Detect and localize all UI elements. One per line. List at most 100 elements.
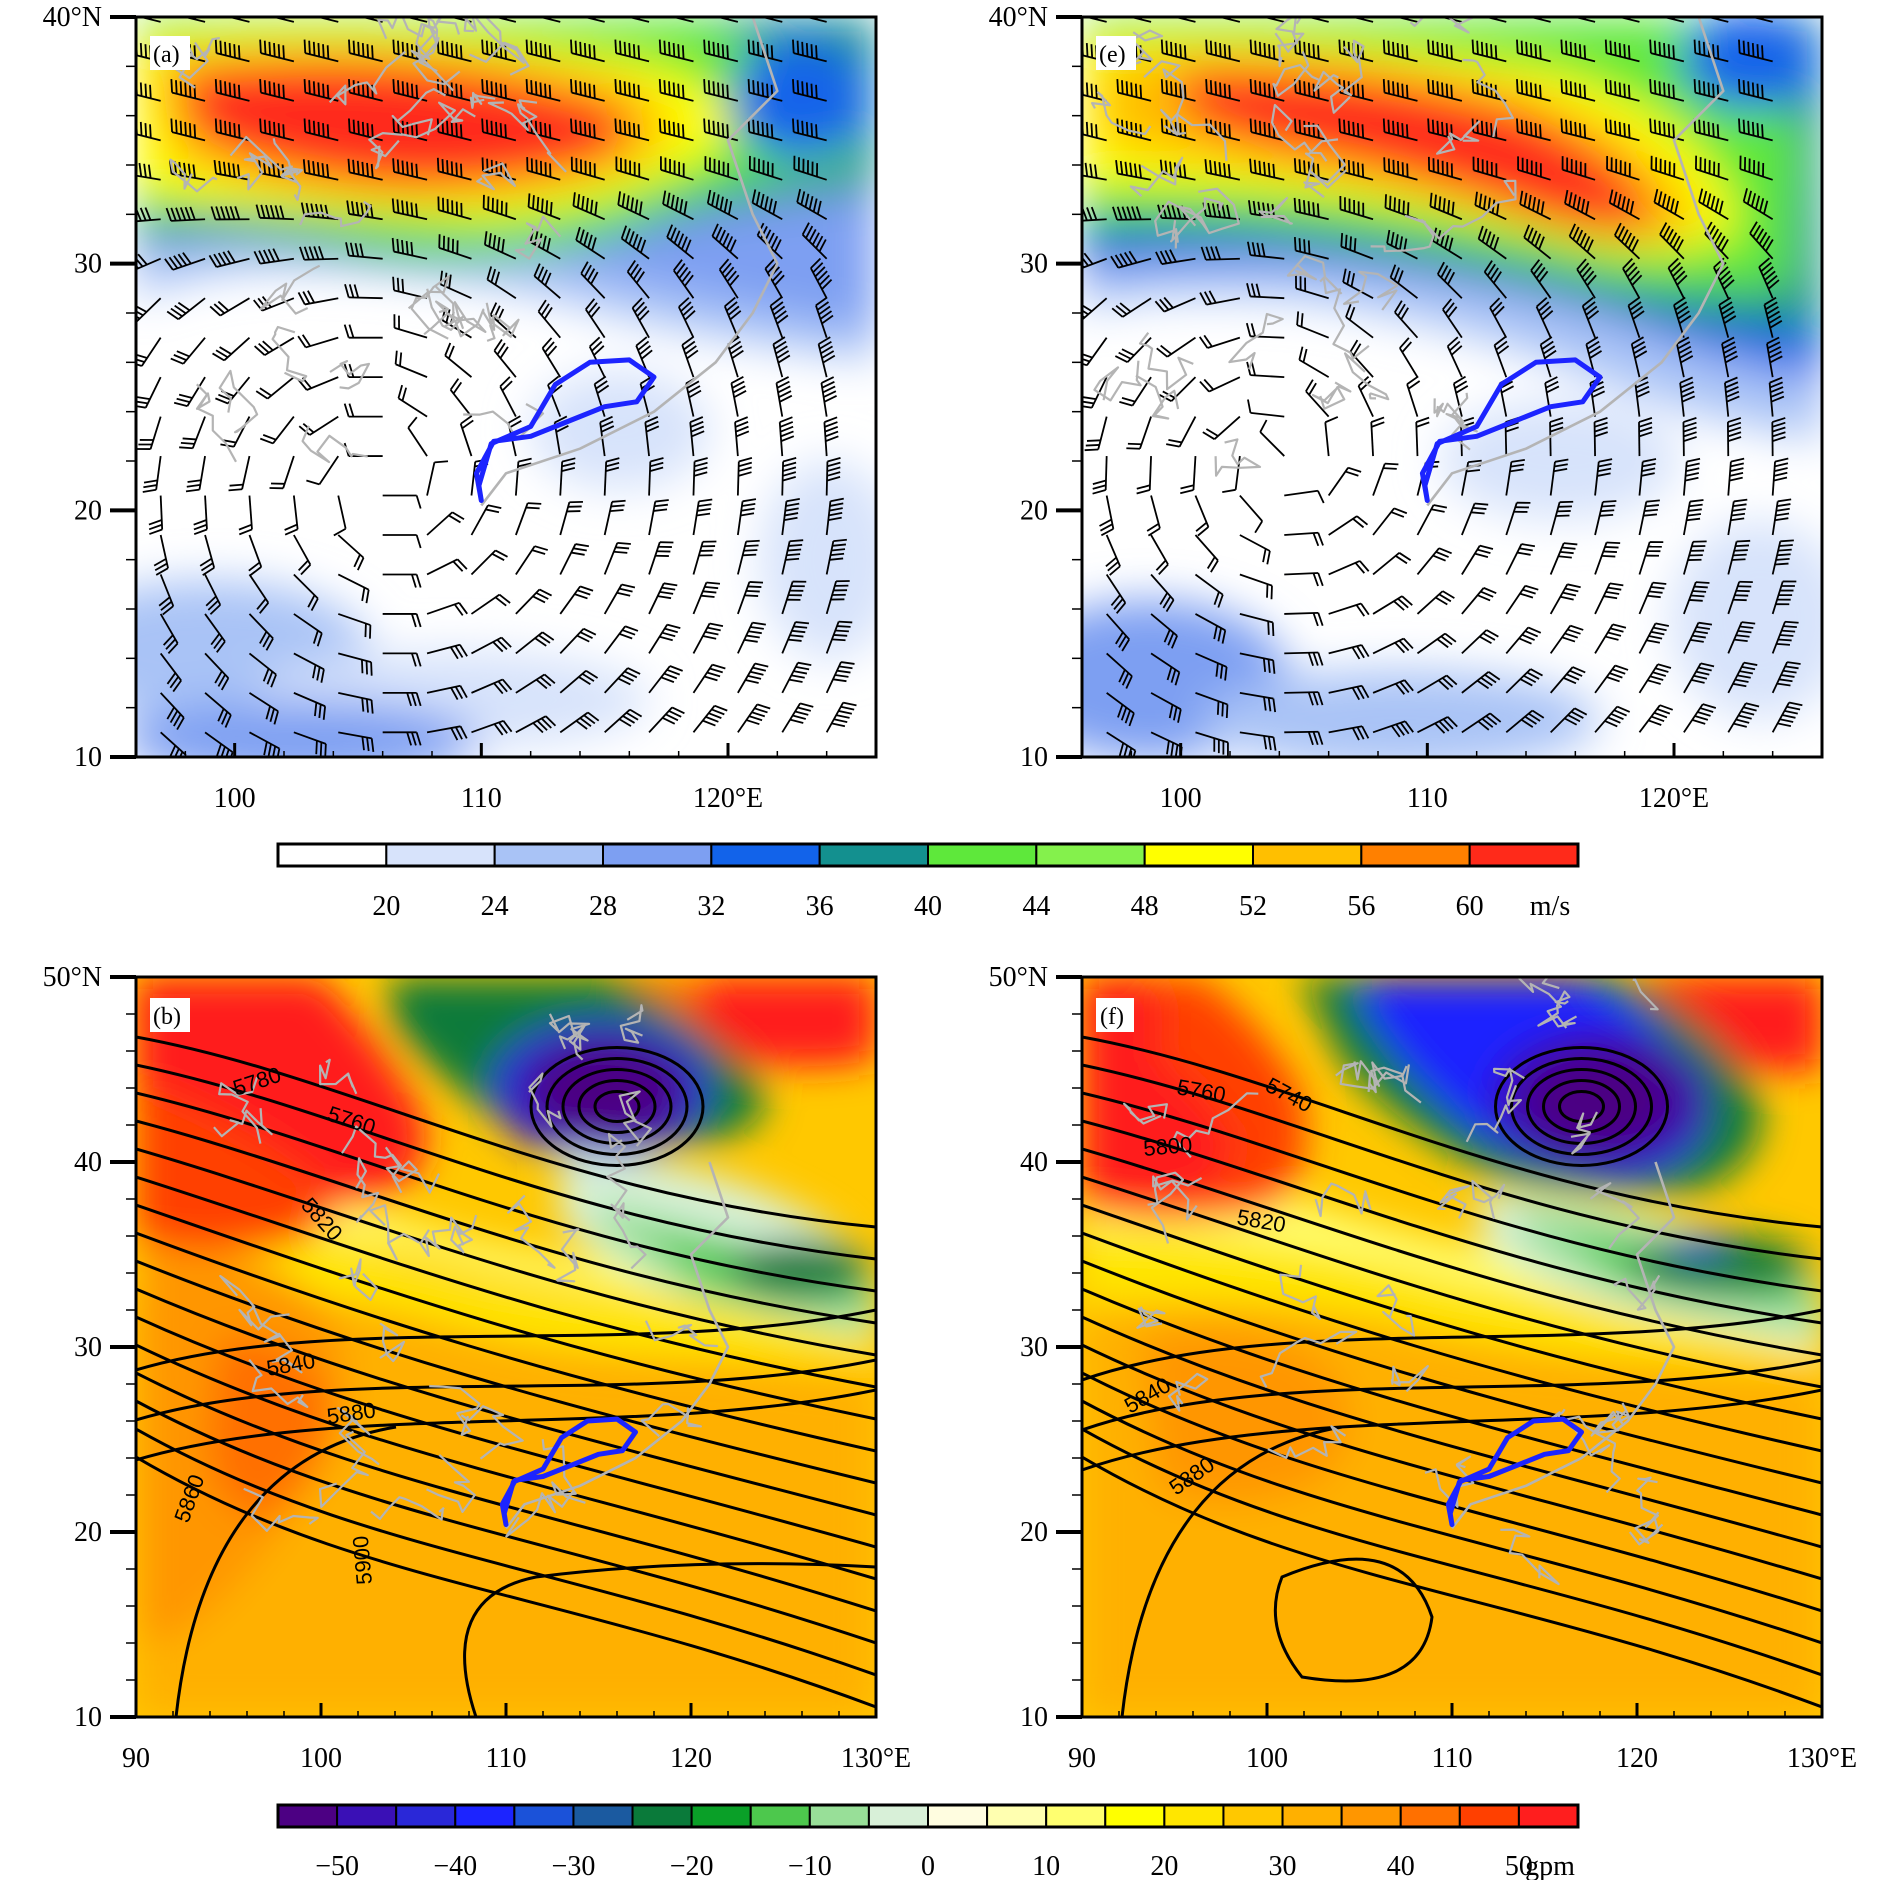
colorbar-swatch: [1468, 843, 1579, 867]
wind-barb: [338, 691, 374, 714]
wind-barb: [1284, 730, 1324, 746]
closed-contour: [1510, 1057, 1653, 1156]
wind-barb: [692, 704, 728, 733]
panel-f-geopotential-contours: [1082, 1035, 1822, 1717]
wind-barb: [1461, 544, 1494, 575]
colorbar-label: 40: [914, 891, 942, 922]
y-tick-label: 20: [1020, 1517, 1048, 1548]
wind-barb: [692, 540, 717, 575]
colorbar-swatch: [1517, 1804, 1579, 1828]
wind-barb: [1505, 668, 1543, 694]
wind-barb: [1771, 580, 1797, 615]
wind-barb: [1239, 731, 1277, 751]
y-tick-label: 30: [74, 1332, 102, 1363]
x-tick-label: 110: [1432, 1743, 1473, 1774]
wind-barb: [299, 246, 339, 261]
wind-barb: [1461, 712, 1502, 734]
height-contour: [136, 1287, 876, 1517]
wind-barb: [648, 541, 674, 575]
y-tick-label: 30: [1020, 249, 1048, 280]
colorbar-unit: m/s: [1530, 891, 1570, 922]
wind-barb: [1370, 416, 1385, 457]
panel-b-tag-box: [150, 998, 190, 1032]
province-border: [1313, 70, 1351, 114]
wind-barb: [1650, 155, 1685, 181]
province-border: [528, 1072, 562, 1128]
closed-contour: [529, 1046, 705, 1167]
colorbar-swatch: [690, 1804, 752, 1828]
wind-barb: [1372, 462, 1399, 496]
wind-barb: [343, 403, 383, 418]
wind-barb: [170, 337, 206, 365]
wind-barb: [1105, 613, 1130, 652]
wind-barb: [1199, 376, 1241, 393]
wind-barb: [248, 534, 263, 576]
wind-barb: [179, 416, 206, 450]
wind-barb: [1682, 417, 1697, 457]
province-border: [423, 301, 487, 336]
wind-barb: [737, 581, 764, 615]
closed-contour: [577, 1079, 657, 1134]
colorbar-swatch: [1222, 1804, 1284, 1828]
wind-barb: [737, 662, 769, 694]
wind-barb: [751, 189, 783, 221]
wind-barb: [297, 290, 339, 306]
panel-e-shading: [1082, 17, 1822, 757]
wind-barb: [1560, 78, 1596, 102]
wind-barb: [1416, 547, 1452, 576]
colorbar-swatch: [493, 843, 604, 867]
province-border: [1465, 1099, 1522, 1143]
height-contour: [136, 1203, 876, 1421]
wind-barb: [660, 156, 694, 181]
wind-barb: [1771, 498, 1792, 536]
province-border: [218, 369, 259, 434]
province-border: [487, 99, 538, 132]
province-border: [379, 1322, 405, 1363]
wind-barb: [269, 455, 295, 490]
colorbar-swatch: [1163, 1804, 1225, 1828]
wind-barb: [284, 495, 299, 536]
colorbar-swatch: [1399, 1804, 1461, 1828]
wind-barb: [1738, 118, 1773, 142]
colorbar-swatch: [867, 1804, 930, 1828]
x-tick-label: 100: [1160, 783, 1202, 814]
wind-barb: [723, 296, 742, 339]
province-border: [1599, 1402, 1631, 1429]
wind-barb: [1082, 162, 1107, 181]
wind-barb: [1604, 39, 1640, 63]
wind-barb: [382, 613, 422, 628]
wind-barb: [1727, 539, 1751, 575]
wind-barb: [1653, 188, 1685, 221]
wind-barb: [1676, 336, 1694, 378]
wind-barb: [792, 78, 827, 102]
wind-barb: [259, 118, 295, 142]
panel-f-height-map: 5760 5740 5800 5820 5840 5880 (f) 90 100 1…: [989, 962, 1858, 1774]
colorbar-label: 32: [697, 891, 725, 922]
y-tick-label: 40: [1020, 1147, 1048, 1178]
wind-barb: [781, 702, 814, 733]
wind-barb: [1114, 337, 1152, 363]
wind-barb: [1446, 336, 1463, 378]
panel-b-axes: 90 100 110 120 130°E 10 20 30 40 50°N: [43, 962, 912, 1774]
wind-barb: [825, 620, 853, 654]
wind-barb: [1742, 188, 1774, 221]
province-border: [1570, 1111, 1598, 1155]
wind-barb: [1246, 241, 1285, 260]
wind-barb: [158, 574, 175, 616]
height-contour: [136, 1091, 876, 1293]
province-border: [1258, 196, 1293, 225]
colorbar-swatch: [385, 843, 496, 867]
province-border: [1436, 1185, 1470, 1219]
wind-barb: [1683, 581, 1710, 615]
wind-barb: [775, 376, 793, 417]
wind-barb: [703, 118, 739, 142]
wind-barb: [658, 118, 694, 142]
wind-barb: [1549, 542, 1578, 575]
wind-barb: [426, 725, 468, 741]
wind-barb: [1324, 416, 1339, 457]
colorbar-label: 48: [1131, 891, 1159, 922]
province-border: [243, 1487, 319, 1532]
wind-barb: [1738, 78, 1773, 102]
wind-barb: [482, 194, 517, 221]
wind-barb: [392, 158, 428, 181]
